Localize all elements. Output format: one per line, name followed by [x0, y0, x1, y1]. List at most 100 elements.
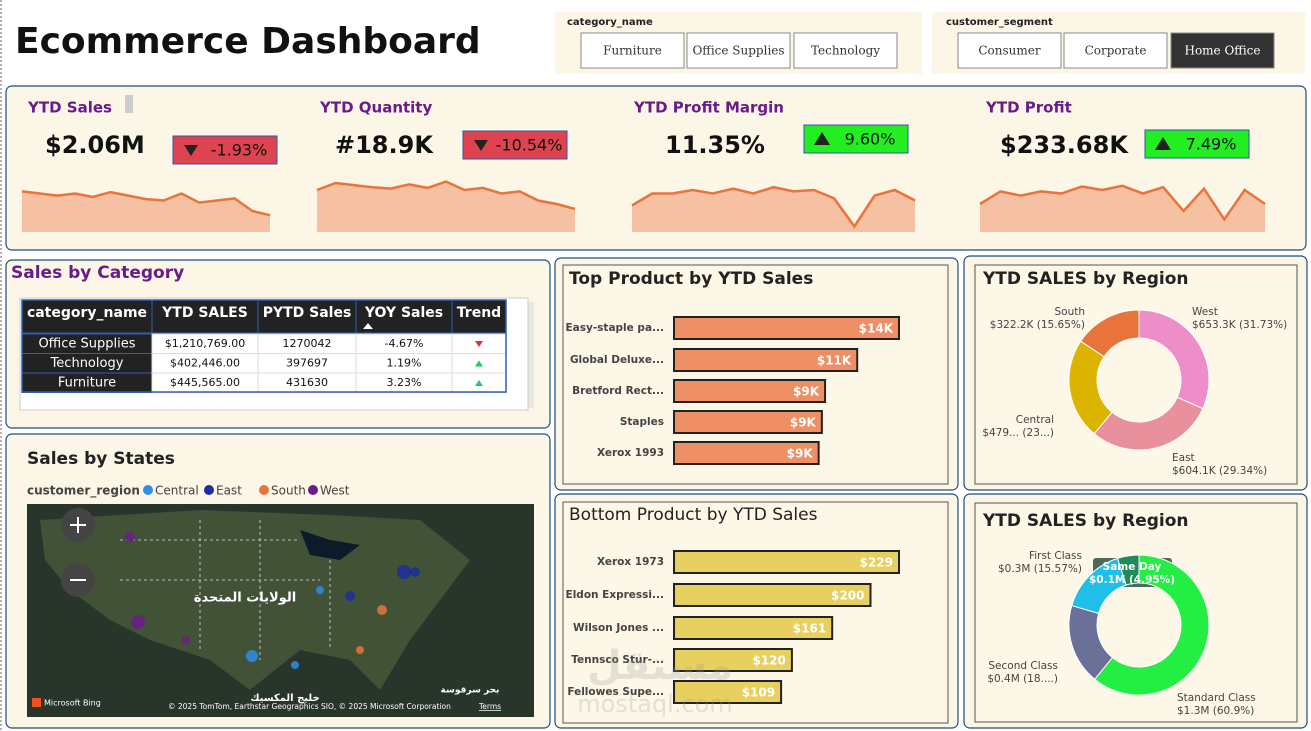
kpi-label: YTD Sales [27, 99, 112, 117]
table-cell-text: -4.67% [385, 337, 424, 350]
map-dot [410, 567, 420, 577]
kpi-change: -1.93% [211, 141, 268, 160]
donut-category: West [1192, 306, 1218, 318]
donut-category: Standard Class [1177, 692, 1256, 704]
legend-label: East [216, 484, 242, 498]
map-land [40, 510, 470, 690]
legend-swatch [259, 485, 269, 495]
map-dot [397, 565, 411, 579]
bar-category: Eldon Expressi... [566, 589, 664, 601]
watermark: mostaql.com [577, 690, 732, 718]
donut-value: $0.3M (15.57%) [998, 563, 1082, 575]
trend-arrow [475, 341, 483, 347]
filter-option: Consumer [978, 44, 1041, 58]
filter-option: Office Supplies [692, 44, 784, 58]
legend-title: customer_region [27, 484, 140, 499]
map-dot [345, 591, 355, 601]
map-dot [356, 646, 364, 654]
map-dot [125, 532, 135, 542]
donut-category: South [1054, 306, 1085, 318]
bar-category: Xerox 1973 [597, 556, 664, 568]
map-dot [291, 661, 299, 669]
bar [673, 550, 900, 574]
filter-button[interactable] [793, 32, 898, 69]
sparkline-area [980, 185, 1265, 232]
zoom-in-icon [70, 517, 86, 533]
kpi-label: YTD Profit Margin [633, 99, 784, 117]
table-cell-text: Furniture [58, 376, 116, 391]
map-dot [246, 650, 258, 662]
kpi-change: -10.54% [496, 136, 563, 155]
bar [673, 410, 823, 434]
sparkline [21, 190, 271, 217]
table-cell-text: $445,565.00 [170, 376, 240, 389]
donut-slice [1094, 554, 1210, 696]
map-label: الولايات المتحدة [194, 591, 296, 606]
bar [673, 616, 834, 640]
donut-category: Second Class [988, 660, 1058, 672]
bar [673, 316, 900, 340]
bar-value: $109 [742, 686, 775, 700]
panel-title: Sales by Category [11, 263, 184, 283]
donut-value: $604.1K (29.34%) [1172, 465, 1267, 477]
donut-category: Same Day [1103, 561, 1162, 573]
table-header: YOY Sales [364, 305, 443, 321]
legend-swatch [308, 485, 318, 495]
kpi-value: 11.35% [665, 131, 765, 159]
table-cell-text: 3.23% [387, 376, 422, 389]
donut-value: $479... (23...) [982, 427, 1054, 439]
bar [673, 583, 872, 607]
donut-category: East [1172, 452, 1195, 464]
donut-slice [1138, 309, 1210, 410]
table-cell-text: Office Supplies [38, 337, 135, 352]
bar-value: $9K [787, 447, 814, 461]
table-cell-text: $402,446.00 [170, 357, 240, 370]
map-label: بحر سرقوسة [441, 686, 500, 696]
map-label: خليج المكسيك [250, 693, 319, 704]
sparkline-area [317, 181, 575, 232]
legend-label: Central [155, 484, 199, 498]
donut-slice [1080, 309, 1140, 358]
donut-category: Central [1016, 414, 1054, 426]
bar-category: Staples [620, 416, 664, 428]
table-header: PYTD Sales [263, 305, 352, 321]
donut-value: $653.3K (31.73%) [1192, 319, 1287, 331]
legend-label: West [320, 484, 350, 498]
bar-value: $11K [817, 354, 852, 368]
donut-value: $0.4M (18....) [987, 673, 1058, 685]
sparkline [316, 180, 576, 211]
chart-title: YTD SALES by Region [982, 511, 1189, 531]
bar-value: $9K [793, 385, 820, 399]
table-cell-text: 431630 [286, 376, 328, 389]
donut-value: $1.3M (60.9%) [1177, 705, 1254, 717]
filter-button[interactable] [686, 32, 791, 69]
filter-button[interactable] [1170, 32, 1275, 69]
bar [673, 379, 827, 403]
bar-value: $9K [790, 416, 817, 430]
kpi-value: #18.9K [335, 131, 434, 159]
map-lakes [300, 530, 360, 560]
map-dot [182, 636, 190, 644]
map-terms[interactable]: Terms [478, 702, 501, 711]
bar-category: Easy-staple pa... [565, 322, 664, 334]
region-frame [974, 264, 1298, 485]
chart-title: YTD SALES by Region [982, 269, 1189, 289]
kpi-change: 9.60% [845, 130, 896, 149]
bar-category: Fellowes Supe... [567, 686, 664, 698]
donut-slice [1116, 554, 1140, 586]
filter-button[interactable] [580, 32, 685, 69]
map-dot [131, 615, 145, 629]
filter-button[interactable] [957, 32, 1062, 69]
bar-category: Bretford Rect... [572, 385, 664, 397]
table-header: YTD SALES [161, 305, 248, 321]
donut-value: $322.2K (15.65%) [990, 319, 1085, 331]
filter-option: Furniture [603, 44, 662, 58]
filter-option: Technology [811, 44, 880, 58]
donut-value: $0.1M (4.95%) [1089, 574, 1175, 586]
filter-button[interactable] [1063, 32, 1168, 69]
filter-label: category_name [567, 17, 653, 28]
trend-arrow [475, 360, 483, 367]
table-cell-text: 1270042 [283, 337, 332, 350]
panel-title: Sales by States [27, 449, 175, 469]
